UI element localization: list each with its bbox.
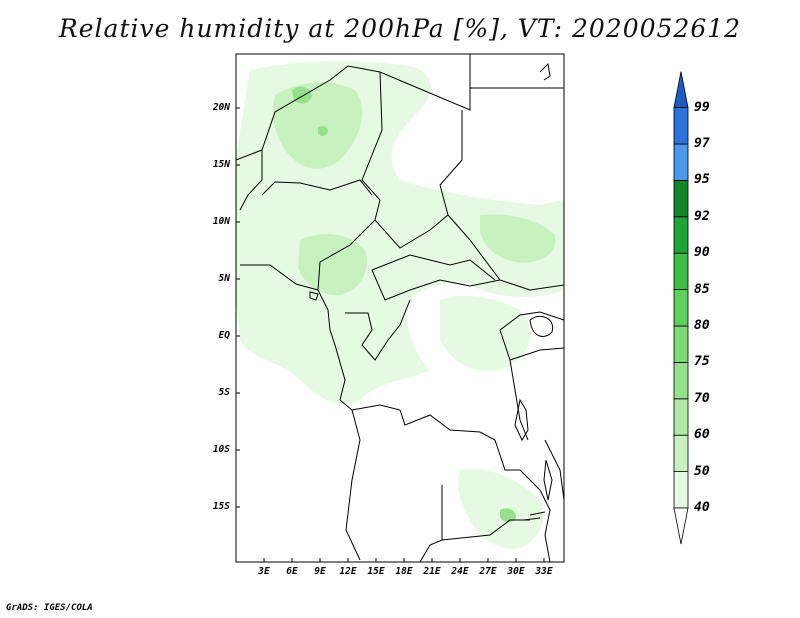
lon-label: 3E xyxy=(258,566,270,577)
lon-label: 27E xyxy=(479,566,497,577)
lake-outline xyxy=(529,316,554,337)
lon-label: 9E xyxy=(314,566,326,577)
border-line xyxy=(371,254,496,281)
colorbar-box xyxy=(673,179,689,218)
colorbar-label: 50 xyxy=(694,463,710,479)
colorbar-label: 97 xyxy=(694,136,710,151)
border-line xyxy=(544,439,564,501)
border-line xyxy=(499,311,564,331)
border-line xyxy=(329,329,381,411)
border-line xyxy=(345,409,361,561)
border-line xyxy=(439,110,564,291)
colorbar-label: 75 xyxy=(694,354,710,370)
border-line xyxy=(441,519,530,541)
colorbar-box xyxy=(673,471,689,509)
lon-label: 15E xyxy=(367,566,385,577)
colorbar-box xyxy=(673,325,689,363)
humidity-area-south xyxy=(458,469,544,549)
border-line xyxy=(379,404,496,441)
lon-label: 24E xyxy=(451,566,469,577)
country-borders xyxy=(236,54,564,562)
border-line xyxy=(317,219,376,291)
coastline xyxy=(523,511,546,521)
lon-label: 30E xyxy=(507,566,525,577)
colorbar-box xyxy=(673,361,689,400)
lat-label: 5S xyxy=(218,387,230,398)
lat-label: 10N xyxy=(212,216,230,227)
border-line xyxy=(236,54,471,161)
coastline xyxy=(539,62,551,81)
colorbar-label: 70 xyxy=(694,390,710,406)
plot-frame xyxy=(235,53,565,563)
colorbar-box xyxy=(673,434,689,473)
lon-ticks xyxy=(263,558,545,562)
colorbar-label: 92 xyxy=(694,208,710,224)
colorbar-label: 85 xyxy=(694,281,710,297)
lon-label: 21E xyxy=(423,566,441,577)
lake-outline xyxy=(543,459,553,501)
border-line xyxy=(499,329,529,441)
lat-label: 15S xyxy=(212,501,230,512)
border-line xyxy=(371,269,501,301)
lat-label: 5N xyxy=(218,273,230,284)
colorbar xyxy=(673,71,689,545)
grads-credit: GrADS: IGES/COLA xyxy=(6,603,93,613)
coastline-island xyxy=(309,291,319,301)
colorbar-label: 40 xyxy=(694,500,710,515)
border-line xyxy=(240,264,331,331)
lat-label: 10S xyxy=(212,444,230,455)
humidity-field xyxy=(236,61,564,549)
humidity-area-east xyxy=(440,295,531,371)
border-line xyxy=(419,485,443,562)
colorbar-box xyxy=(673,216,689,254)
colorbar-box xyxy=(673,289,689,327)
lat-ticks xyxy=(236,107,240,508)
lon-label: 33E xyxy=(535,566,553,577)
humidity-area-high-3 xyxy=(500,508,516,523)
border-line xyxy=(239,150,263,211)
lake-outline xyxy=(514,398,529,442)
border-line xyxy=(509,347,564,361)
humidity-area-mid-2 xyxy=(298,234,368,296)
lat-label: EQ xyxy=(218,330,230,341)
humidity-area-high-2 xyxy=(318,125,328,136)
border-line xyxy=(345,299,411,361)
colorbar-box xyxy=(673,398,689,436)
colorbar-box xyxy=(673,107,689,145)
colorbar-label: 95 xyxy=(694,172,710,188)
colorbar-high-triangle xyxy=(673,71,689,108)
lon-label: 18E xyxy=(395,566,413,577)
lon-label: 12E xyxy=(339,566,357,577)
colorbar-label: 60 xyxy=(694,427,710,443)
lat-label: 20N xyxy=(212,102,230,113)
colorbar-label: 80 xyxy=(694,318,710,333)
colorbar-label: 99 xyxy=(694,99,710,115)
humidity-area-mid-3 xyxy=(480,214,556,263)
lat-label: 15N xyxy=(212,159,230,170)
border-line xyxy=(261,179,373,196)
chart-title: Relative humidity at 200hPa [%], VT: 202… xyxy=(58,14,742,43)
border-line xyxy=(374,214,449,249)
lon-label: 6E xyxy=(286,566,298,577)
colorbar-box xyxy=(673,252,689,290)
colorbar-low-triangle xyxy=(673,507,689,545)
border-line xyxy=(494,439,551,562)
border-line xyxy=(361,71,383,221)
colorbar-label: 90 xyxy=(694,245,710,261)
colorbar-box xyxy=(673,143,689,181)
humidity-area-mid xyxy=(273,82,363,169)
